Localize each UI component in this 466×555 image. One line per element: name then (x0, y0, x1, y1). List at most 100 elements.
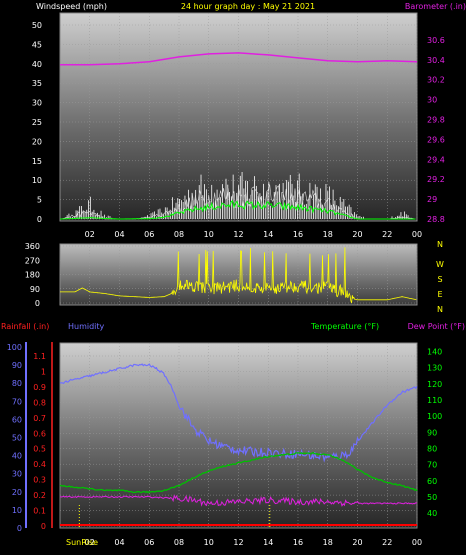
humidity-tick-label: 100 (7, 343, 22, 352)
barometer-tick-label: 30 (427, 96, 437, 105)
x-tick-label: 00 (412, 538, 422, 547)
x-tick-label: 14 (263, 538, 273, 547)
humidity-tick-label: 30 (12, 470, 22, 479)
windspeed-tick-label: 15 (32, 157, 42, 166)
barometer-tick-label: 30.6 (427, 36, 445, 45)
direction-panel-grid (60, 244, 418, 305)
wind-panel-series (59, 52, 418, 220)
rainfall-tick-label: 0.1 (33, 507, 46, 516)
temperature-tick-label: 80 (427, 444, 437, 453)
compass-label-e: E (437, 290, 442, 299)
windspeed-tick-label: 50 (32, 21, 42, 30)
compass-label-s: S (437, 275, 442, 284)
temperature-tick-label: 130 (427, 364, 442, 373)
direction-tick-label: 360 (25, 242, 40, 251)
windspeed-tick-label: 20 (32, 137, 42, 146)
humidity-tick-label: 60 (12, 415, 22, 424)
x-tick-label: 06 (144, 230, 154, 239)
x-tick-label: 04 (114, 538, 124, 547)
humidity-tick-label: 40 (12, 452, 22, 461)
temperature-tick-label: 60 (427, 477, 437, 486)
windspeed-axis-label: Windspeed (mph) (36, 2, 107, 11)
temperature-tick-label: 40 (427, 509, 437, 518)
humidity-tick-label: 70 (12, 397, 22, 406)
compass-label-n: N (437, 305, 443, 314)
x-tick-label: 20 (352, 230, 362, 239)
dewpoint-line (59, 494, 418, 507)
rainfall-tick-label: 1.1 (33, 352, 46, 361)
temperature-tick-label: 120 (427, 380, 442, 389)
direction-tick-label: 0 (35, 299, 40, 308)
graph-title: 24 hour graph day : May 21 2021 (181, 2, 315, 11)
humidity-tick-label: 20 (12, 488, 22, 497)
windspeed-tick-label: 5 (37, 196, 42, 205)
windspeed-tick-label: 25 (32, 118, 42, 127)
rainfall-tick-label: 0.3 (33, 476, 46, 485)
x-tick-label: 08 (174, 230, 184, 239)
humidity-tick-label: 10 (12, 506, 22, 515)
x-tick-label: 22 (382, 538, 392, 547)
barometer-tick-label: 29.8 (427, 116, 445, 125)
x-tick-label: 10 (204, 538, 214, 547)
humidity-tick-label: 90 (12, 361, 22, 370)
x-tick-label: 22 (382, 230, 392, 239)
barometer-line (60, 52, 418, 66)
climate-panel-axes: 0 0.1 0.2 0.3 0.4 0.5 0.6 0.7 0.8 0.9 1 1.1 0 10 20 30 4… (7, 342, 442, 547)
x-tick-label: 18 (323, 538, 333, 547)
direction-tick-label: 90 (30, 285, 40, 294)
x-tick-label: 10 (204, 230, 214, 239)
barometer-tick-label: 29 (427, 195, 437, 204)
temperature-tick-label: 90 (427, 428, 437, 437)
x-tick-label: 02 (85, 538, 95, 547)
compass-label-w: W (436, 260, 444, 269)
rainfall-tick-label: 0.2 (33, 491, 46, 500)
barometer-tick-label: 29.2 (427, 175, 445, 184)
direction-panel-axes: 0 90 180 270 360 (25, 242, 40, 308)
windspeed-tick-label: 40 (32, 60, 42, 69)
direction-tick-label: 180 (25, 271, 40, 280)
x-tick-label: 20 (352, 538, 362, 547)
temperature-tick-label: 70 (427, 461, 437, 470)
humidity-axis-label: Humidity (68, 322, 105, 331)
barometer-axis-label: Barometer (.in) (405, 2, 466, 11)
x-tick-label: 12 (233, 230, 243, 239)
wind-panel-axes: 0 5 10 15 20 25 30 35 40 45 50 28.8 29 29.2 29.4 29.6 29… (32, 21, 445, 239)
rainfall-axis-label: Rainfall (.in) (1, 322, 49, 331)
barometer-tick-label: 29.4 (427, 155, 445, 164)
rainfall-tick-label: 0.9 (33, 383, 46, 392)
windspeed-tick-label: 10 (32, 176, 42, 185)
windspeed-tick-label: 30 (32, 99, 42, 108)
temperature-tick-label: 110 (427, 396, 442, 405)
rainfall-tick-label: 1 (41, 367, 46, 376)
x-tick-label: 16 (293, 538, 303, 547)
x-tick-label: 04 (114, 230, 124, 239)
barometer-tick-label: 30.2 (427, 76, 445, 85)
x-tick-label: 12 (233, 538, 243, 547)
dewpoint-axis-label: Dew Point (°F) (408, 322, 465, 331)
rainfall-tick-label: 0 (41, 522, 46, 531)
windspeed-tick-label: 35 (32, 79, 42, 88)
climate-panel-series (59, 363, 418, 526)
barometer-tick-label: 28.8 (427, 215, 445, 224)
humidity-line (60, 363, 418, 463)
x-tick-label: 06 (144, 538, 154, 547)
direction-tick-label: 270 (25, 256, 40, 265)
windspeed-tick-label: 0 (37, 215, 42, 224)
humidity-tick-label: 50 (12, 434, 22, 443)
temperature-axis-label: Temperature (°F) (310, 322, 379, 331)
temperature-line (59, 452, 418, 494)
temperature-tick-label: 140 (427, 347, 442, 356)
x-tick-label: 08 (174, 538, 184, 547)
x-tick-label: 02 (85, 230, 95, 239)
temperature-tick-label: 100 (427, 412, 442, 421)
rainfall-tick-label: 0.7 (33, 414, 46, 423)
humidity-tick-label: 0 (17, 524, 22, 533)
compass-label-n: N (437, 240, 443, 249)
rainfall-tick-label: 0.5 (33, 445, 46, 454)
direction-line (60, 247, 417, 304)
sunrise-label: SunRise (66, 538, 98, 547)
windspeed-tick-label: 45 (32, 40, 42, 49)
x-tick-label: 00 (412, 230, 422, 239)
